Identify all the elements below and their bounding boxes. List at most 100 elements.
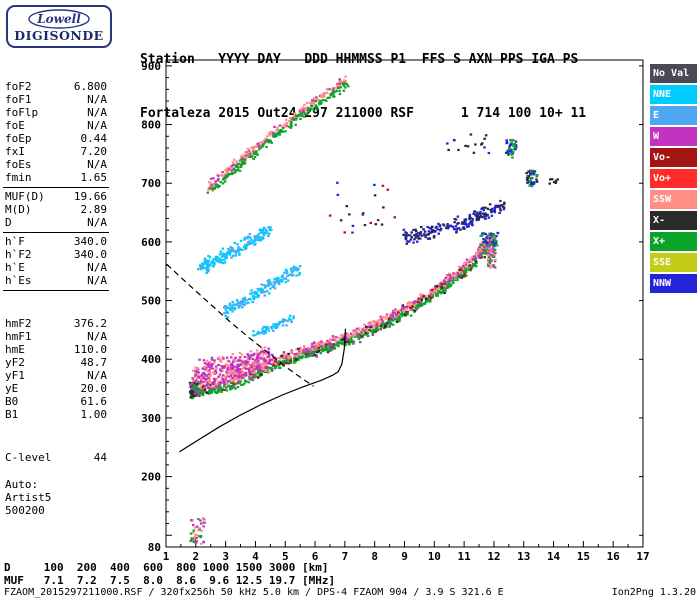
parameter-value: 340.0: [73, 248, 107, 261]
y-tick-label: 700: [141, 177, 161, 190]
parameter-row-fmin: fmin 1.65: [3, 171, 109, 184]
parameter-value: 6.800: [73, 80, 107, 93]
parameter-row-foes: foEs N/A: [3, 158, 109, 171]
parameter-row-auto-: Auto:: [3, 478, 109, 491]
x-tick-label: 13: [517, 550, 530, 563]
parameter-value: 340.0: [73, 235, 107, 248]
parameter-value: N/A: [87, 119, 107, 132]
logo-digisonde-text: DIGISONDE: [14, 28, 103, 43]
parameter-label: yF2: [5, 356, 25, 369]
digisonde-logo-graphic: Lowell DIGISONDE: [14, 9, 103, 43]
legend-item-nne: NNE: [650, 85, 697, 104]
x-tick-label: 6: [312, 550, 319, 563]
parameter-value: N/A: [87, 261, 107, 274]
parameter-row-d: D N/A: [3, 216, 109, 229]
parameter-value: N/A: [87, 369, 107, 382]
x-tick-label: 3: [222, 550, 229, 563]
logo-swoosh: [28, 9, 90, 29]
digisonde-logo: Lowell DIGISONDE: [6, 5, 112, 48]
parameter-row-foe: foE N/A: [3, 119, 109, 132]
parameter-label: 500200: [5, 504, 45, 517]
panel-separator: [3, 187, 109, 188]
parameter-label: hmF1: [5, 330, 32, 343]
parameter-row-m-d-: M(D) 2.89: [3, 203, 109, 216]
footer-program-version: Ion2Png 1.3.20: [611, 587, 696, 598]
x-tick-label: 10: [428, 550, 441, 563]
parameter-label: Artist5: [5, 491, 52, 504]
profile-line-solid: [179, 328, 347, 453]
parameter-label: D: [5, 216, 12, 229]
x-tick-label: 8: [371, 550, 378, 563]
x-tick-label: 16: [607, 550, 621, 563]
legend-item-no-val: No Val: [650, 64, 697, 83]
y-tick-label: 600: [141, 236, 161, 249]
panel-separator: [3, 232, 109, 233]
parameter-row-fof1: foF1 N/A: [3, 93, 109, 106]
parameter-label: foF1: [5, 93, 32, 106]
parameter-label: yF1: [5, 369, 25, 382]
legend-item-vo-: Vo+: [650, 169, 697, 188]
parameter-value: 61.6: [80, 395, 108, 408]
x-tick-label: 15: [577, 550, 590, 563]
parameter-row-h-e: h`E N/A: [3, 261, 109, 274]
muf-table: D 100 200 400 600 800 1000 1500 3000 [km…: [4, 561, 336, 587]
y-tick-label: 200: [141, 471, 161, 484]
parameter-label: C-level: [5, 451, 52, 464]
footer-file-info: FZAOM_2015297211000.RSF / 320fx256h 50 k…: [4, 587, 504, 598]
parameter-panel: foF2 6.800 foF1 N/A foFlp N/A foE N/A foEp 0.44 fx…: [3, 80, 109, 517]
panel-separator: [3, 290, 109, 291]
y-tick-label: 80: [148, 541, 161, 554]
x-tick-label: 7: [342, 550, 349, 563]
legend-item-x-: X+: [650, 232, 697, 251]
parameter-row-muf-d-: MUF(D) 19.66: [3, 190, 109, 203]
parameter-value: 7.20: [80, 145, 108, 158]
y-tick-label: 500: [141, 295, 161, 308]
parameter-row-500200: 500200: [3, 504, 109, 517]
y-axis: 900 800 700 600 500 400 300 200 80: [141, 60, 643, 554]
parameter-row-ye: yE 20.0: [3, 382, 109, 395]
parameter-value: 1.65: [80, 171, 108, 184]
parameter-label: h`F: [5, 235, 25, 248]
logo-lowell-text: Lowell: [36, 12, 81, 26]
parameter-row-hmf1: hmF1 N/A: [3, 330, 109, 343]
x-tick-label: 14: [547, 550, 561, 563]
parameter-value: N/A: [87, 274, 107, 287]
parameter-label: h`E: [5, 261, 25, 274]
legend-item-x-: X-: [650, 211, 697, 230]
parameter-label: MUF(D): [5, 190, 45, 203]
parameter-row-hme: hmE 110.0: [3, 343, 109, 356]
parameter-value: N/A: [87, 106, 107, 119]
footer: FZAOM_2015297211000.RSF / 320fx256h 50 k…: [4, 587, 696, 598]
parameter-label: foFlp: [5, 106, 39, 119]
parameter-label: foE: [5, 119, 25, 132]
x-tick-label: 11: [458, 550, 472, 563]
parameter-row-foep: foEp 0.44: [3, 132, 109, 145]
parameter-value: 0.44: [80, 132, 108, 145]
parameter-row-fxi: fxI 7.20: [3, 145, 109, 158]
x-tick-label: 1: [163, 550, 170, 563]
parameter-row-b1: B1 1.00: [3, 408, 109, 421]
x-tick-label: 17: [636, 550, 649, 563]
y-tick-label: 300: [141, 412, 161, 425]
parameter-row-fof2: foF2 6.800: [3, 80, 109, 93]
parameter-row-c-level: C-level 44: [3, 451, 109, 464]
parameter-row-artist5: Artist5: [3, 491, 109, 504]
parameter-label: B0: [5, 395, 19, 408]
parameter-label: yE: [5, 382, 19, 395]
parameter-row-b0: B0 61.6: [3, 395, 109, 408]
scatter-points: [188, 75, 559, 545]
parameter-row-h-f2: h`F2 340.0: [3, 248, 109, 261]
y-tick-label: 900: [141, 60, 161, 73]
parameter-value: 44: [93, 451, 107, 464]
legend-item-e: E: [650, 106, 697, 125]
parameter-row-yf2: yF2 48.7: [3, 356, 109, 369]
parameter-label: M(D): [5, 203, 32, 216]
x-tick-label: 2: [193, 550, 200, 563]
parameter-row-h-f: h`F 340.0: [3, 235, 109, 248]
parameter-label: hmF2: [5, 317, 32, 330]
parameter-value: 110.0: [73, 343, 107, 356]
parameter-value: N/A: [87, 330, 107, 343]
parameter-label: B1: [5, 408, 19, 421]
parameter-value: 1.00: [80, 408, 108, 421]
